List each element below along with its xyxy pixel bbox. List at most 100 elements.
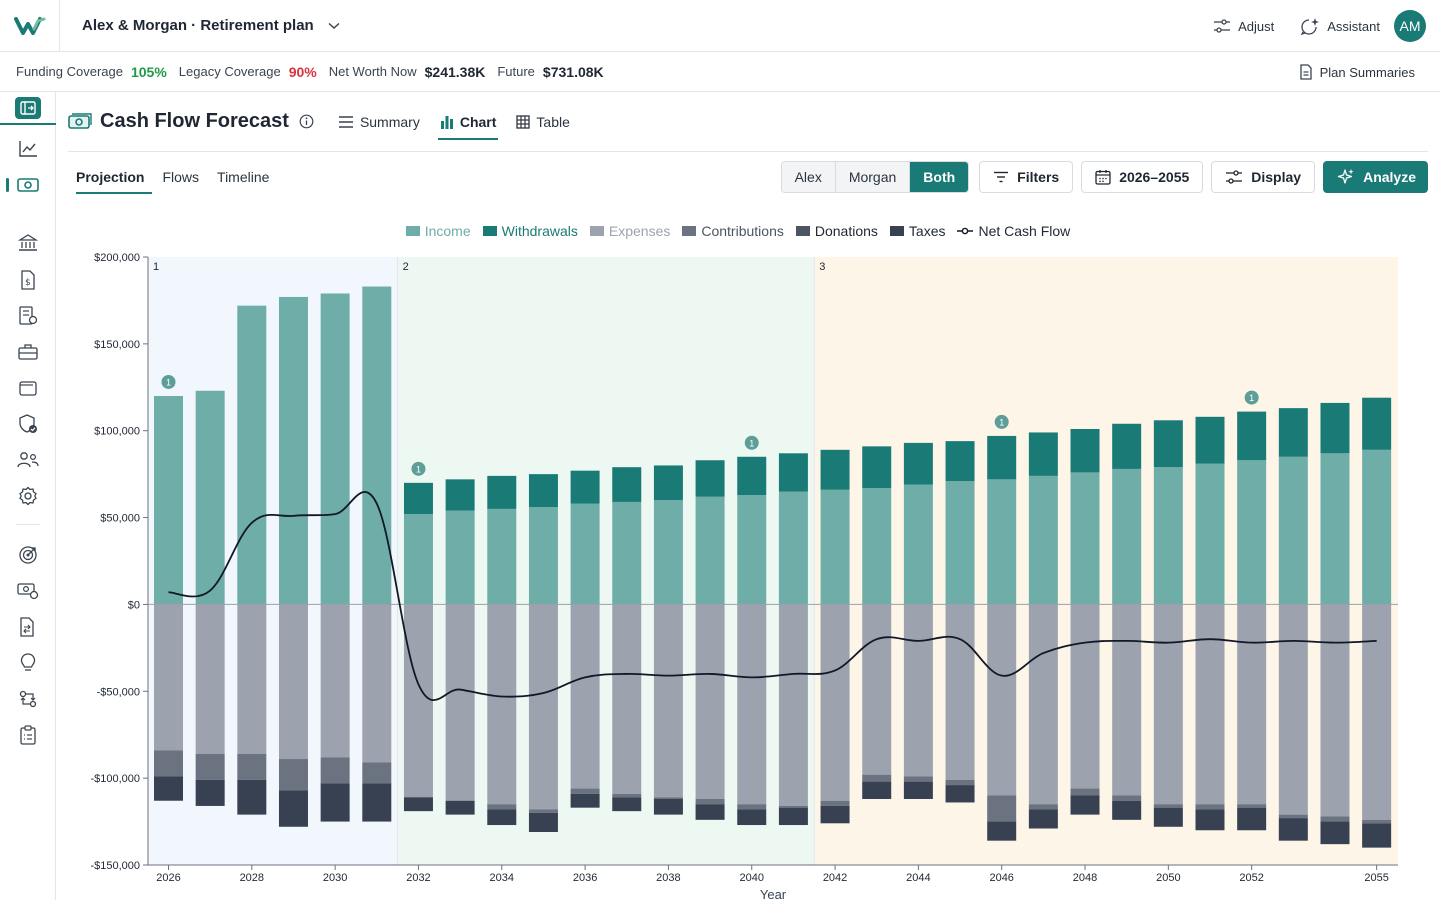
phase-region-1	[148, 257, 398, 865]
sidebar-item-cash-settings[interactable]	[0, 576, 56, 606]
sidebar-item-business[interactable]	[0, 337, 56, 367]
bar-expenses	[362, 604, 392, 763]
bank-icon	[18, 234, 38, 251]
sidebar-item-documents[interactable]: $	[0, 265, 56, 295]
sidebar-item-insurance[interactable]	[0, 409, 56, 439]
sidebar-item-bank[interactable]	[0, 228, 56, 258]
bar-income	[987, 479, 1017, 605]
bar-contributions	[778, 805, 808, 808]
bar-taxes	[945, 785, 975, 803]
sidebar-item-trends[interactable]	[0, 134, 56, 164]
sidebar-item-tasks[interactable]	[0, 720, 56, 750]
shield-check-icon	[19, 414, 37, 433]
legend-item-contributions[interactable]: Contributions	[682, 223, 784, 239]
legend-item-income[interactable]: Income	[405, 223, 471, 239]
sidebar-item-collapse[interactable]	[0, 93, 56, 125]
bar-withdrawals	[445, 479, 475, 511]
event-marker[interactable]: 1	[411, 461, 426, 476]
calendar-icon	[1095, 170, 1111, 185]
subtab-projection[interactable]: Projection	[68, 160, 153, 194]
avatar[interactable]: AM	[1394, 10, 1426, 42]
bar-income	[1028, 475, 1058, 605]
bar-contributions	[1320, 816, 1350, 822]
person-alex-button[interactable]: Alex	[781, 162, 836, 192]
plan-title[interactable]: Alex & Morgan · Retirement plan	[82, 17, 314, 34]
bar-taxes	[862, 781, 892, 799]
y-tick-label: $200,000	[94, 252, 140, 264]
metrics-bar: Funding Coverage 105% Legacy Coverage 90…	[0, 52, 1440, 92]
bar-withdrawals	[1070, 428, 1100, 473]
subtab-flows[interactable]: Flows	[162, 169, 200, 185]
legend-item-expenses[interactable]: Expenses	[589, 223, 670, 239]
sidebar-item-transfers-doc[interactable]	[0, 612, 56, 642]
subtab-timeline[interactable]: Timeline	[217, 169, 270, 185]
sidebar-item-goals[interactable]	[0, 540, 56, 570]
tab-summary[interactable]: Summary	[336, 106, 422, 138]
event-marker[interactable]: 1	[1244, 390, 1259, 405]
bar-income	[1320, 453, 1350, 605]
bar-income	[1237, 460, 1267, 605]
legend-swatch-taxes	[889, 226, 904, 236]
person-selector: Alex Morgan Both	[780, 161, 970, 193]
bar-taxes	[1070, 795, 1100, 815]
bar-taxes	[362, 783, 392, 822]
info-icon[interactable]	[299, 114, 314, 129]
chevron-down-icon[interactable]	[328, 22, 340, 30]
adjust-button[interactable]: Adjust	[1213, 18, 1274, 34]
person-morgan-button[interactable]: Morgan	[835, 162, 911, 192]
date-range-button[interactable]: 2026–2055	[1081, 161, 1204, 193]
sidebar-item-settings[interactable]	[0, 481, 56, 511]
sidebar-item-statements[interactable]	[0, 301, 56, 331]
event-marker[interactable]: 1	[161, 374, 176, 389]
sidebar-item-transfers[interactable]	[0, 684, 56, 714]
bar-income	[1070, 472, 1100, 605]
assistant-button[interactable]: Assistant	[1300, 17, 1380, 35]
sidebar-item-accounts[interactable]	[0, 373, 56, 403]
bar-contributions	[278, 759, 308, 791]
x-tick-label: 2046	[989, 872, 1013, 884]
future-label: Future	[497, 64, 535, 79]
legend-swatch-expenses	[589, 226, 604, 236]
legend-item-taxes[interactable]: Taxes	[889, 223, 946, 239]
bar-income	[1153, 467, 1183, 605]
bar-expenses	[1278, 604, 1308, 815]
bar-income	[154, 395, 183, 605]
sidebar-item-insights[interactable]	[0, 648, 56, 678]
bar-income	[737, 494, 767, 605]
bar-expenses	[862, 604, 892, 775]
legacy-coverage-value: 90%	[288, 63, 317, 80]
legend-item-donations[interactable]: Donations	[795, 223, 878, 239]
filters-button[interactable]: Filters	[979, 161, 1074, 193]
bar-contributions	[570, 788, 600, 794]
event-marker[interactable]: 1	[744, 435, 759, 450]
bar-taxes	[1237, 807, 1267, 831]
bar-expenses	[945, 604, 975, 780]
bar-expenses	[528, 604, 558, 810]
legend-item-net-cash-flow[interactable]: Net Cash Flow	[957, 223, 1070, 239]
app-logo-icon[interactable]	[0, 0, 60, 52]
bar-contributions	[612, 793, 642, 798]
bar-contributions	[1112, 795, 1142, 801]
bar-withdrawals	[1278, 408, 1308, 457]
person-both-button[interactable]: Both	[910, 162, 969, 192]
plan-summaries-button[interactable]: Plan Summaries	[1299, 52, 1415, 92]
tab-table-label: Table	[536, 113, 570, 130]
bar-income	[1278, 456, 1308, 605]
bar-income	[778, 491, 808, 605]
tab-chart[interactable]: Chart	[437, 106, 499, 140]
legend-label-taxes: Taxes	[908, 223, 946, 239]
tab-table[interactable]: Table	[514, 106, 571, 138]
bar-expenses	[1362, 604, 1392, 820]
sidebar-item-cash-flow[interactable]	[0, 170, 56, 200]
legend-item-withdrawals[interactable]: Withdrawals	[482, 223, 578, 239]
sidebar-item-people[interactable]	[0, 445, 56, 475]
bar-contributions	[154, 750, 183, 777]
analyze-button[interactable]: Analyze	[1323, 161, 1428, 193]
event-marker[interactable]: 1	[994, 414, 1009, 429]
bar-withdrawals	[1320, 402, 1350, 454]
cash-flow-icon	[68, 112, 92, 129]
bar-withdrawals	[1028, 432, 1058, 476]
bar-contributions	[528, 809, 558, 813]
bar-expenses	[278, 604, 308, 760]
display-button[interactable]: Display	[1211, 161, 1316, 193]
